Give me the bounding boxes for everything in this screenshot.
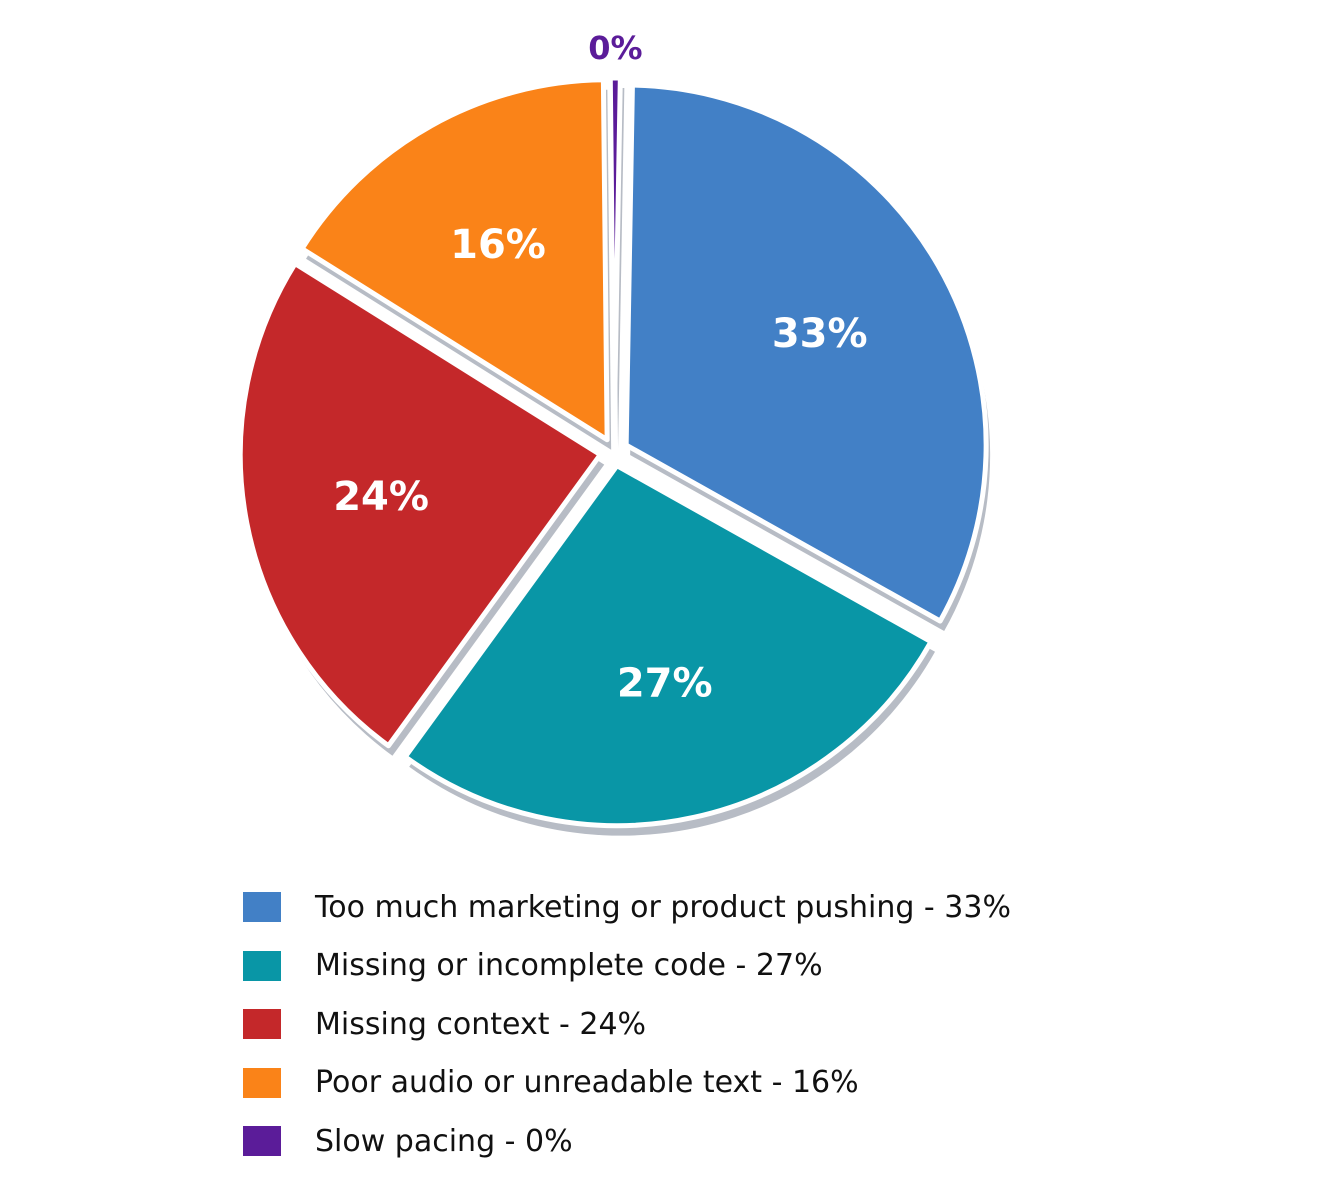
legend-item: Slow pacing - 0% <box>243 1112 1011 1171</box>
legend-swatch <box>243 1126 281 1157</box>
legend-item: Missing context - 24% <box>243 995 1011 1054</box>
legend-label: Slow pacing - 0% <box>315 1123 573 1159</box>
legend-swatch <box>243 892 281 923</box>
legend-item: Missing or incomplete code - 27% <box>243 937 1011 996</box>
legend: Too much marketing or product pushing - … <box>243 878 1011 1171</box>
legend-swatch <box>243 950 281 981</box>
pie-slice-layer <box>237 75 989 829</box>
legend-swatch <box>243 1009 281 1040</box>
pie-slice-label: 33% <box>772 311 868 357</box>
legend-label: Missing context - 24% <box>315 1006 647 1042</box>
pie-chart: 0% 33% 27% 24% 16% <box>237 29 991 836</box>
pie-slice <box>607 75 623 441</box>
pie-slice <box>623 82 989 624</box>
pie-slice-label: 0% <box>588 29 642 67</box>
legend-item: Too much marketing or product pushing - … <box>243 878 1011 937</box>
legend-label: Poor audio or unreadable text - 16% <box>315 1065 859 1101</box>
pie-slice-label: 27% <box>617 661 713 707</box>
pie-slice <box>402 463 934 829</box>
pie-slice-label: 24% <box>333 474 429 520</box>
pie-label-layer: 0% 33% 27% 24% 16% <box>333 29 867 707</box>
pie-slice <box>299 77 610 443</box>
legend-item: Poor audio or unreadable text - 16% <box>243 1054 1011 1113</box>
legend-label: Too much marketing or product pushing - … <box>315 889 1011 925</box>
legend-swatch <box>243 1067 281 1098</box>
pie-slice-label: 16% <box>450 222 546 268</box>
pie-slice <box>237 261 603 749</box>
legend-label: Missing or incomplete code - 27% <box>315 948 823 984</box>
